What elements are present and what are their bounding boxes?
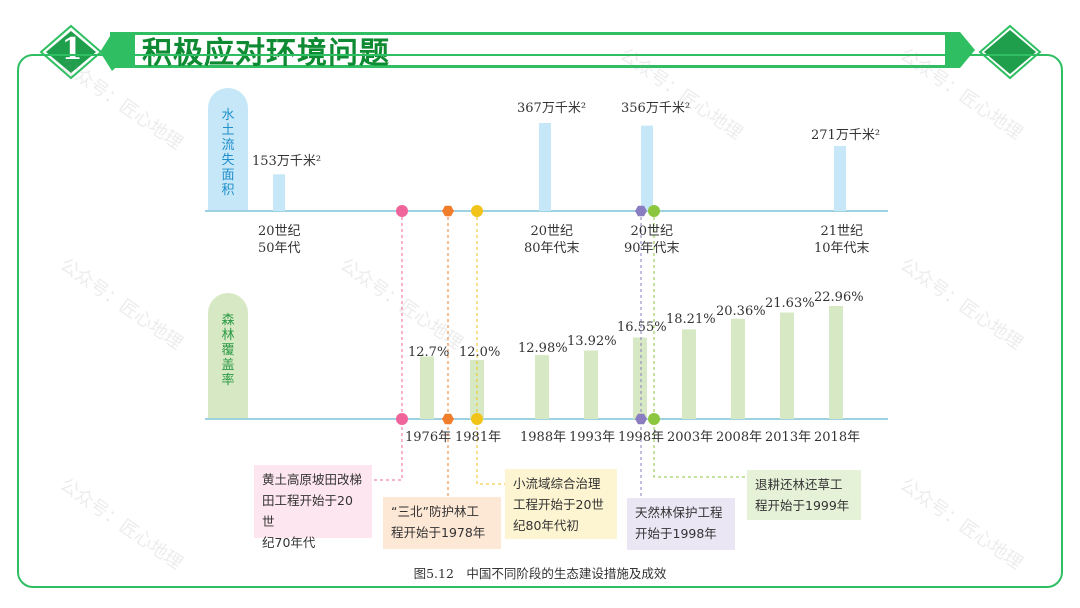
forest-value-label: 16.55%	[617, 320, 667, 335]
measure-text-line: 退耕还林还草工	[755, 477, 843, 492]
measure-text-line: 小流域综合治理	[513, 476, 601, 491]
erosion-label-char: 土	[221, 123, 235, 138]
tick-line: 20世纪	[258, 224, 301, 239]
erosion-value-label: 356万千米²	[621, 101, 691, 116]
forest-value-label: 12.98%	[518, 341, 568, 356]
measure-dot	[648, 413, 660, 425]
erosion-label-char: 流	[221, 138, 235, 153]
forest-year-tick: 1998年	[618, 430, 665, 445]
forest-bar	[584, 350, 598, 419]
forest-year-tick: 1981年	[455, 430, 502, 445]
forest-value-label: 13.92%	[567, 334, 617, 349]
forest-label-char: 率	[221, 373, 235, 388]
erosion-period-tick: 21世纪 10年代末	[814, 223, 870, 257]
measure-dot	[396, 205, 408, 217]
section-number: 1	[61, 32, 83, 67]
content-frame	[17, 54, 1063, 588]
measure-text-line: 黄土高原坡田改梯	[262, 472, 363, 487]
measure-box-three-north: “三北”防护林工 程开始于1978年	[383, 497, 501, 549]
forest-bar	[633, 337, 647, 419]
forest-bar	[682, 329, 696, 419]
measure-dot	[442, 205, 454, 217]
erosion-value-label: 153万千米²	[252, 154, 322, 169]
erosion-bar	[641, 125, 653, 211]
measure-dot	[635, 413, 647, 425]
tick-line: 21世纪	[820, 224, 864, 239]
erosion-bar	[834, 146, 846, 211]
forest-bar	[731, 318, 745, 419]
forest-bar	[535, 355, 549, 419]
measure-text-line: 开始于1998年	[635, 526, 717, 541]
measure-connector	[476, 211, 505, 485]
erosion-axis-label: 水 土 流 失 面 积	[208, 88, 248, 210]
forest-bar	[829, 306, 843, 419]
forest-bar	[470, 359, 484, 419]
tick-line: 90年代末	[624, 241, 680, 256]
measure-text-line: 纪70年代	[262, 535, 316, 550]
erosion-label-char: 积	[221, 183, 235, 198]
forest-value-label: 12.0%	[459, 345, 501, 360]
figure-caption: 图5.12 中国不同阶段的生态建设措施及成效	[413, 566, 667, 581]
forest-value-label: 20.36%	[716, 304, 766, 319]
forest-bar	[780, 312, 794, 419]
erosion-label-char: 面	[221, 168, 235, 183]
forest-year-tick: 1976年	[405, 430, 452, 445]
forest-label-char: 覆	[221, 343, 235, 358]
forest-year-tick: 2013年	[765, 430, 812, 445]
measure-box-natural-forest: 天然林保护工程 开始于1998年	[627, 498, 735, 550]
page-title: 积极应对环境问题	[142, 36, 390, 71]
measure-dot	[635, 205, 647, 217]
measure-text-line: 纪80年代初	[513, 518, 579, 533]
measure-text-line: “三北”防护林工	[391, 504, 479, 519]
measure-dot	[442, 413, 454, 425]
measure-dot	[396, 413, 408, 425]
tick-line: 20世纪	[530, 224, 574, 239]
measure-text-line: 程开始于1999年	[755, 498, 850, 513]
tick-line: 10年代末	[814, 241, 870, 256]
measure-dot	[471, 413, 483, 425]
measure-text-line: 工程开始于20世	[513, 497, 604, 512]
forest-year-tick: 2003年	[667, 430, 714, 445]
measure-box-terraces: 黄土高原坡田改梯 田工程开始于20世 纪70年代	[254, 465, 372, 550]
forest-label-char: 盖	[221, 358, 235, 373]
measure-dot	[648, 205, 660, 217]
forest-value-label: 18.21%	[666, 312, 716, 327]
erosion-bar	[273, 174, 285, 211]
measure-box-watershed: 小流域综合治理 工程开始于20世 纪80年代初	[505, 469, 617, 539]
measure-text-line: 天然林保护工程	[635, 505, 723, 520]
measure-text-line: 田工程开始于20世	[262, 493, 353, 529]
forest-value-label: 12.7%	[408, 345, 450, 360]
forest-bar	[420, 356, 434, 419]
erosion-label-char: 失	[221, 153, 235, 168]
forest-year-tick: 1993年	[569, 430, 616, 445]
forest-axis-label: 森 林 覆 盖 率	[208, 293, 248, 418]
tick-line: 20世纪	[630, 224, 674, 239]
tick-line: 50年代	[258, 241, 301, 256]
erosion-period-tick: 20世纪 90年代末	[624, 223, 680, 257]
measure-connector	[653, 211, 747, 478]
forest-label-char: 森	[221, 313, 235, 328]
forest-year-tick: 2008年	[716, 430, 763, 445]
forest-label-char: 林	[221, 328, 235, 343]
measure-dot	[471, 205, 483, 217]
erosion-period-tick: 20世纪 80年代末	[524, 223, 580, 257]
erosion-bar	[539, 123, 551, 211]
forest-year-tick: 1988年	[520, 430, 567, 445]
tick-line: 80年代末	[524, 241, 580, 256]
forest-value-label: 21.63%	[765, 296, 815, 311]
measure-box-grain-for-green: 退耕还林还草工 程开始于1999年	[747, 470, 861, 520]
erosion-period-tick: 20世纪 50年代	[258, 223, 301, 257]
erosion-value-label: 271万千米²	[811, 128, 881, 143]
erosion-label-char: 水	[221, 108, 235, 123]
erosion-value-label: 367万千米²	[517, 101, 587, 116]
forest-year-tick: 2018年	[814, 430, 861, 445]
measure-connector	[372, 211, 403, 481]
measure-text-line: 程开始于1978年	[391, 525, 486, 540]
forest-value-label: 22.96%	[814, 290, 864, 305]
header-banner	[39, 24, 1042, 80]
